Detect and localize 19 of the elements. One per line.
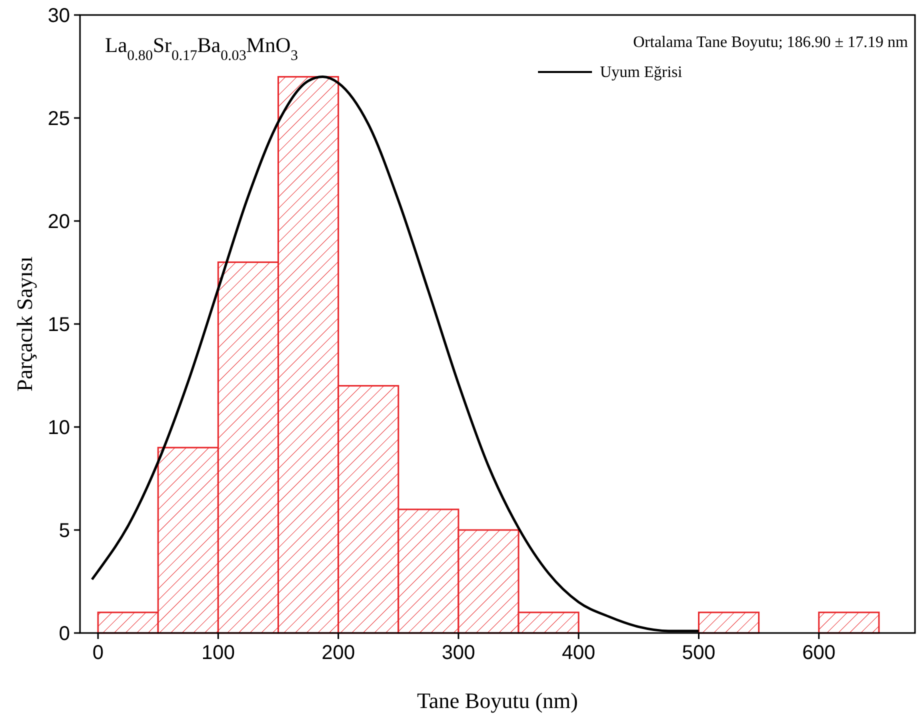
y-tick-label: 0 — [58, 623, 70, 645]
y-tick-label: 25 — [48, 108, 70, 130]
x-tick-label: 0 — [92, 642, 104, 664]
x-axis-title: Tane Boyutu (nm) — [417, 688, 578, 713]
x-tick-label: 600 — [802, 642, 836, 664]
y-axis-title: Parçacık Sayısı — [12, 256, 37, 392]
y-tick-label: 30 — [48, 5, 70, 27]
y-tick-label: 10 — [48, 417, 70, 439]
x-tick-label: 300 — [442, 642, 476, 664]
x-tick-label: 200 — [322, 642, 355, 664]
y-tick-label: 20 — [48, 211, 70, 233]
y-tick-label: 5 — [58, 520, 70, 542]
x-tick-label: 400 — [562, 642, 596, 664]
legend-label: Uyum Eğrisi — [600, 64, 683, 81]
x-tick-label: 100 — [201, 642, 235, 664]
y-tick-label: 15 — [48, 314, 70, 336]
x-tick-label: 500 — [682, 642, 716, 664]
annotation: La$_{0.80}$Sr$_{0.17}$Ba$_{0.03}$MnO$_{3}$ — [105, 33, 298, 64]
annotation: Ortalama Tane Boyutu; 186.90 ± 17.19 nm — [633, 34, 909, 51]
